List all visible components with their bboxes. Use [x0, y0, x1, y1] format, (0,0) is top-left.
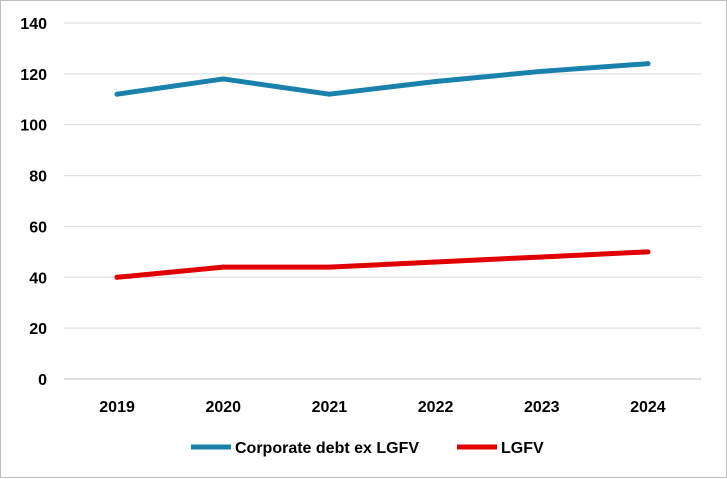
x-tick-label: 2022 [418, 399, 454, 416]
y-tick-label: 140 [20, 16, 47, 33]
series-line-0 [114, 61, 651, 97]
data-point [539, 254, 545, 260]
data-point [645, 61, 651, 67]
legend: Corporate debt ex LGFV LGFV [191, 440, 544, 457]
y-tick-label: 20 [29, 321, 47, 338]
series-line-1 [114, 249, 651, 280]
data-point [326, 91, 332, 97]
x-tick-label: 2020 [205, 399, 241, 416]
y-tick-label: 60 [29, 219, 47, 236]
legend-label: Corporate debt ex LGFV [235, 440, 419, 457]
data-point [433, 259, 439, 265]
x-tick-label: 2023 [524, 399, 560, 416]
data-point [433, 78, 439, 84]
data-point [645, 249, 651, 255]
data-point [539, 68, 545, 74]
y-tick-label: 80 [29, 169, 47, 186]
legend-label: LGFV [501, 440, 544, 457]
axes: 0 20 40 60 80 100 120 140 2019 2020 2021 2022 2023 20… [20, 16, 666, 416]
data-point [114, 91, 120, 97]
y-tick-label: 0 [38, 372, 47, 389]
data-point [326, 264, 332, 270]
x-tick-label: 2019 [99, 399, 135, 416]
y-tick-label: 40 [29, 270, 47, 287]
data-point [220, 264, 226, 270]
y-tick-label: 120 [20, 67, 47, 84]
y-tick-label: 100 [20, 118, 47, 135]
series-lines [114, 61, 651, 280]
gridlines [64, 22, 701, 380]
data-point [220, 76, 226, 82]
x-tick-label: 2021 [312, 399, 348, 416]
data-point [114, 274, 120, 280]
x-tick-label: 2024 [630, 399, 666, 416]
